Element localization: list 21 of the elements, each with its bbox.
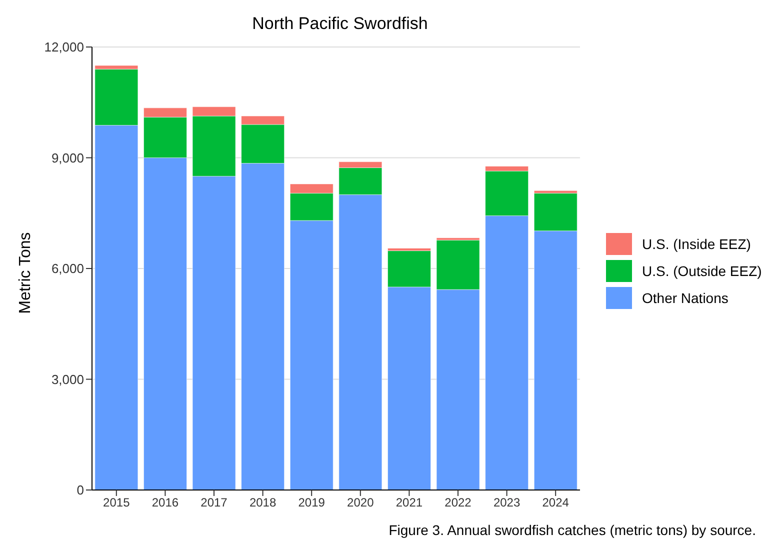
y-tick-label: 12,000 — [44, 40, 84, 55]
x-tick-label: 2016 — [152, 496, 179, 510]
text: Other Nations — [642, 290, 728, 306]
y-tick-label: 0 — [76, 482, 84, 498]
y-tick-label: 9,000 — [51, 150, 84, 166]
x-tick-label: 2023 — [493, 496, 520, 510]
legend-label: U.S. (Inside EEZ) — [642, 236, 751, 252]
caption: Figure 3. Annual swordfish catches (metric tons) by source. — [388, 522, 756, 538]
x-tick-label: 2017 — [200, 496, 228, 510]
legend-label: U.S. (Outside EEZ) — [642, 262, 762, 278]
y-tick-label: 6,000 — [51, 261, 84, 276]
y-axis-title: Metric Tons — [17, 232, 35, 314]
chart-title: North Pacific Swordfish — [251, 14, 429, 34]
x-tick-label: 2024 — [542, 496, 570, 510]
x-tick-label: 2015 — [103, 496, 130, 510]
y-tick-label: 3,000 — [51, 372, 84, 387]
x-tick-label: 2021 — [396, 496, 423, 510]
x-tick-label: 2019 — [298, 496, 326, 510]
x-tick-label: 2020 — [347, 496, 374, 510]
x-tick-label: 2022 — [444, 496, 472, 510]
x-tick-label: 2018 — [249, 496, 276, 510]
